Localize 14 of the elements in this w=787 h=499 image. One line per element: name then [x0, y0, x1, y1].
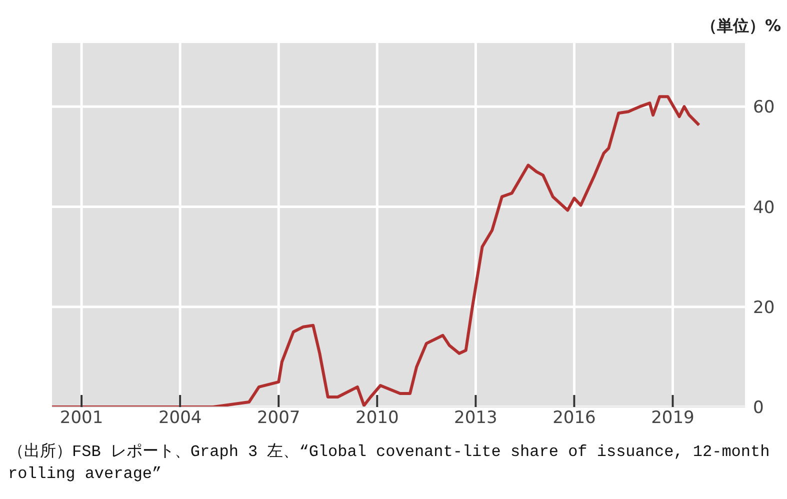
x-tick-label: 2013	[454, 408, 498, 428]
x-tick-label: 2007	[256, 408, 300, 428]
y-axis-title: （単位）%	[700, 16, 781, 37]
x-tick-label: 2004	[158, 408, 202, 428]
x-tick-label: 2016	[552, 408, 596, 428]
y-tick-label: 20	[753, 298, 775, 318]
y-tick-label: 40	[753, 198, 775, 218]
x-tick-label: 2001	[60, 408, 104, 428]
x-tick-label: 2019	[651, 408, 694, 428]
y-tick-label: 60	[753, 98, 775, 118]
x-tick-label: 2010	[356, 408, 399, 428]
y-tick-label: 0	[753, 398, 764, 418]
text: （出所）FSB レポート、Graph 3 左、“Global covenant-lite share of issuance, 12-month rolling average”	[8, 442, 771, 485]
line-series	[52, 95, 701, 407]
